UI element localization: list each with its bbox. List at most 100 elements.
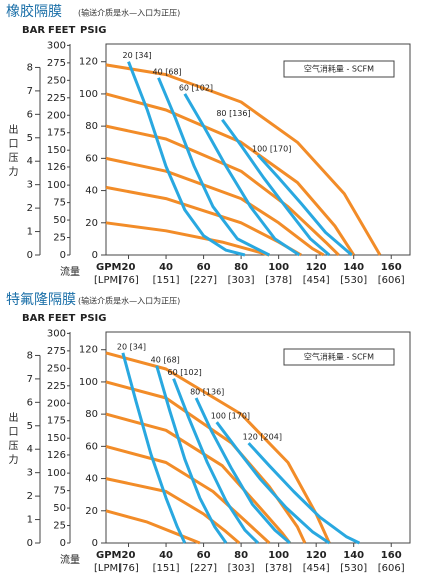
x-tick-label: 20 (122, 262, 136, 273)
x2-tick-label: [530] (340, 275, 367, 286)
y3-tick-label: 2 (27, 203, 33, 214)
series-line (247, 442, 360, 545)
y3-tick-label: 5 (27, 133, 33, 144)
series-line (105, 92, 355, 256)
series-line (172, 378, 260, 545)
y-tick-label: 100 (79, 89, 98, 100)
y2-tick-label: 250 (47, 363, 66, 374)
axis-label: FEET (48, 313, 75, 324)
x-tick-label: 60 (197, 550, 211, 561)
y3-tick-label: 6 (27, 397, 33, 408)
y3-tick-label: 5 (27, 421, 33, 432)
y-tick-label: 40 (85, 186, 98, 197)
x2-tick-label: [303] (228, 563, 255, 574)
y2-tick-label: 0 (60, 538, 66, 549)
y2-tick-label: 275 (47, 58, 66, 69)
y2-tick-label: 175 (47, 416, 66, 427)
axis-label: 流量 (60, 265, 80, 278)
y3-tick-label: 7 (27, 86, 33, 97)
x2-tick-label: [151] (153, 275, 180, 286)
y3-tick-label: 4 (27, 444, 33, 455)
y-tick-label: 0 (92, 250, 98, 261)
axis-label: GPM (96, 262, 122, 273)
axis-label: 流量 (60, 553, 80, 566)
y2-tick-label: 275 (47, 346, 66, 357)
axis-label: BAR (22, 313, 45, 324)
legend-title: 空气消耗量 - SCFM (304, 64, 374, 74)
y2-tick-label: 175 (47, 128, 66, 139)
series-line (157, 77, 270, 257)
y-tick-label: 40 (85, 474, 98, 485)
curve-label: 60 [102] (168, 368, 202, 377)
y2-tick-label: 126 (47, 450, 66, 461)
x2-tick-label: [227] (190, 563, 217, 574)
y-tick-label: 80 (85, 121, 98, 132)
y2-tick-label: 0 (60, 250, 66, 261)
y2-tick-label: 150 (47, 145, 66, 156)
x-tick-label: 160 (381, 262, 402, 273)
y2-tick-label: 126 (47, 162, 66, 173)
y2-tick-label: 250 (47, 75, 66, 86)
x2-tick-label: [227] (190, 275, 217, 286)
y2-tick-label: 200 (47, 110, 66, 121)
y2-tick-label: 300 (47, 40, 66, 51)
series-line (221, 118, 331, 257)
axis-label: BAR (22, 25, 45, 36)
x-tick-label: 40 (159, 550, 173, 561)
curve-label: 120 [204] (243, 433, 282, 442)
y-tick-label: 60 (85, 153, 98, 164)
y3-tick-label: 8 (27, 62, 33, 73)
x2-tick-label: [76] (118, 275, 139, 286)
curve-label: 20 [34] (123, 51, 152, 60)
series-line (105, 156, 325, 257)
y2-tick-label: 25 (53, 233, 66, 244)
y-tick-label: 120 (79, 57, 98, 68)
y2-tick-label: 75 (53, 198, 66, 209)
y2-tick-label: 300 (47, 328, 66, 339)
axis-label: 出口压力 (6, 123, 18, 180)
curve-label: 40 [68] (151, 355, 180, 364)
y-tick-label: 120 (79, 345, 98, 356)
plot-frame (105, 43, 411, 256)
y3-tick-label: 3 (27, 180, 33, 191)
y3-tick-label: 3 (27, 468, 33, 479)
y3-tick-label: 6 (27, 109, 33, 120)
y2-tick-label: 225 (47, 93, 66, 104)
y-tick-label: 80 (85, 409, 98, 420)
x-tick-label: 60 (197, 262, 211, 273)
axis-label: PSIG (80, 25, 106, 36)
series-line (215, 421, 331, 545)
series-line (155, 365, 228, 544)
legend-title: 空气消耗量 - SCFM (304, 352, 374, 362)
x2-tick-label: [151] (153, 563, 180, 574)
x2-tick-label: [530] (340, 563, 367, 574)
series-line (183, 93, 301, 257)
y2-tick-label: 150 (47, 433, 66, 444)
series-line (121, 352, 187, 544)
series-line (105, 185, 302, 257)
x2-tick-label: [454] (303, 563, 330, 574)
legend-box (283, 60, 395, 78)
chart-title: 橡胶隔膜 (6, 3, 62, 20)
y2-tick-label: 100 (47, 468, 66, 479)
y3-tick-label: 1 (27, 227, 33, 238)
series-line (105, 444, 271, 545)
x-tick-label: 100 (268, 550, 289, 561)
y-tick-label: 20 (85, 506, 98, 517)
x2-tick-label: [454] (303, 275, 330, 286)
curve-label: 80 [136] (216, 109, 250, 118)
y3-tick-label: 2 (27, 491, 33, 502)
y-tick-label: 60 (85, 441, 98, 452)
y3-tick-label: 1 (27, 515, 33, 526)
y3-tick-label: 0 (27, 538, 33, 549)
series-line (256, 154, 353, 257)
x-tick-label: 120 (306, 262, 327, 273)
axis-label: GPM (96, 550, 122, 561)
x-tick-label: 140 (343, 550, 364, 561)
curve-label: 40 [68] (153, 67, 182, 76)
x-tick-label: 40 (159, 262, 173, 273)
x-tick-label: 100 (268, 262, 289, 273)
y2-tick-label: 225 (47, 381, 66, 392)
